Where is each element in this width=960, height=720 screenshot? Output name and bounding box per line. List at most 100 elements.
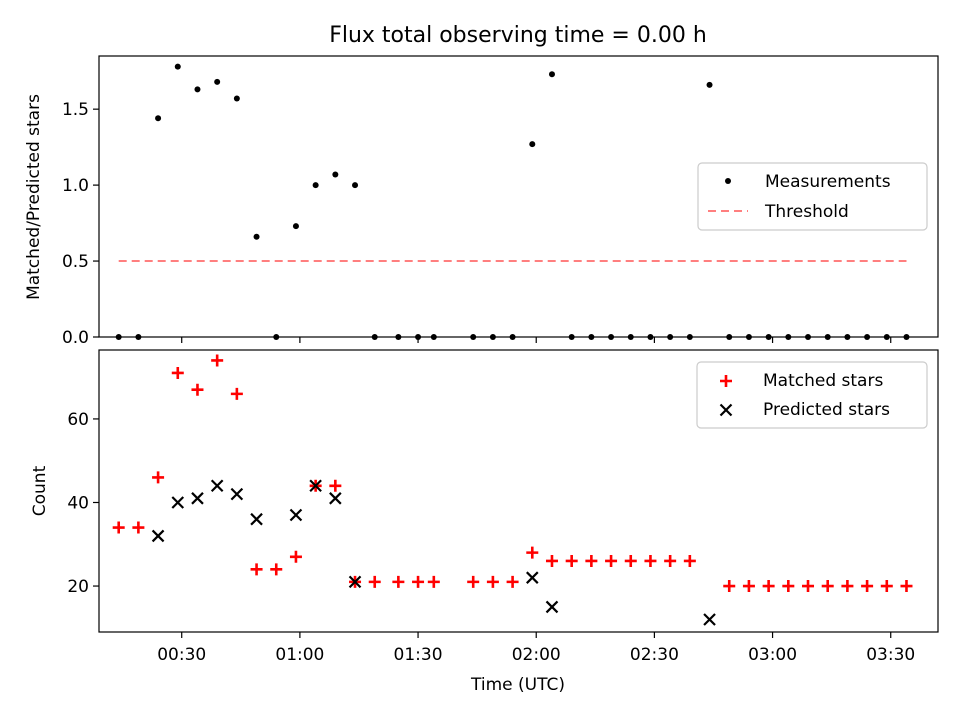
matched-star-point bbox=[132, 521, 145, 534]
ratio-y-ticks: 0.0 0.5 1.0 1.5 bbox=[62, 100, 99, 348]
count-y-axis-label: Count bbox=[30, 465, 50, 516]
x-axis-label: Time (UTC) bbox=[470, 675, 565, 695]
x-tick-label: 01:30 bbox=[394, 645, 443, 665]
matched-star-point bbox=[880, 580, 893, 593]
measurement-point bbox=[273, 334, 280, 340]
matched-star-point bbox=[900, 580, 913, 593]
measurement-point bbox=[415, 334, 422, 340]
measurement-point bbox=[745, 334, 752, 340]
matched-star-point bbox=[802, 580, 815, 593]
measurement-point bbox=[805, 334, 812, 340]
predicted-star-point bbox=[289, 508, 303, 522]
measurement-point bbox=[529, 141, 536, 148]
measurement-points bbox=[115, 63, 910, 340]
count-y-tick-label: 20 bbox=[67, 577, 89, 597]
x-tick-label: 01:00 bbox=[275, 645, 324, 665]
matched-star-point bbox=[585, 554, 598, 567]
ratio-y-tick-label: 0.5 bbox=[62, 252, 89, 272]
measurement-point bbox=[903, 334, 910, 340]
matched-star-point bbox=[841, 580, 854, 593]
legend-predicted-marker bbox=[719, 403, 733, 417]
matched-star-point bbox=[565, 554, 578, 567]
measurement-point bbox=[312, 182, 319, 189]
matched-star-point bbox=[782, 580, 795, 593]
count-legend-box bbox=[696, 361, 928, 429]
ratio-y-tick-label: 1.0 bbox=[62, 176, 89, 196]
matched-star-point bbox=[289, 550, 302, 563]
matched-star-point bbox=[742, 580, 755, 593]
measurement-point bbox=[332, 171, 339, 178]
measurement-point bbox=[233, 95, 240, 102]
measurement-point bbox=[883, 334, 890, 340]
ratio-y-axis-label: Matched/Predicted stars bbox=[24, 94, 44, 300]
matched-star-point bbox=[392, 575, 405, 588]
measurement-point bbox=[135, 334, 142, 340]
matched-star-point bbox=[427, 575, 440, 588]
matched-star-point bbox=[644, 554, 657, 567]
predicted-star-point bbox=[329, 492, 342, 505]
measurement-point bbox=[371, 334, 378, 340]
ratio-plot-frame bbox=[98, 55, 939, 338]
predicted-star-point bbox=[526, 571, 539, 584]
count-plot-frame bbox=[98, 349, 939, 633]
measurement-point bbox=[352, 182, 359, 189]
legend-measurements-marker bbox=[725, 178, 731, 184]
matched-star-point bbox=[152, 471, 165, 484]
matched-star-point bbox=[526, 546, 539, 559]
predicted-star-point bbox=[210, 479, 224, 493]
matched-star-point bbox=[250, 563, 263, 576]
matched-star-point bbox=[211, 354, 224, 367]
matched-star-point bbox=[171, 366, 184, 379]
x-tick-label: 03:00 bbox=[748, 645, 797, 665]
x-tick-label: 03:30 bbox=[866, 645, 915, 665]
ratio-panel: Matched/Predicted stars 0.0 0.5 1.0 1.5 Mea… bbox=[24, 55, 939, 348]
matched-star-point bbox=[230, 387, 243, 400]
predicted-star-point bbox=[348, 575, 362, 589]
legend-matched-plus bbox=[720, 375, 732, 387]
count-legend: Matched stars Predicted stars bbox=[696, 361, 928, 429]
matched-star-point bbox=[545, 554, 558, 567]
predicted-star-point bbox=[703, 613, 716, 626]
predicted-star-point bbox=[250, 512, 263, 526]
measurement-point bbox=[568, 334, 575, 340]
measurement-point bbox=[489, 334, 496, 340]
matched-star-point bbox=[368, 575, 381, 588]
matched-star-point bbox=[861, 580, 874, 593]
matched-star-point bbox=[112, 521, 125, 534]
matched-star-point bbox=[467, 575, 480, 588]
measurement-point bbox=[115, 334, 122, 340]
x-tick-label: 02:00 bbox=[512, 645, 561, 665]
ratio-y-tick-label: 0.0 bbox=[62, 328, 89, 348]
matched-star-point bbox=[723, 580, 736, 593]
matched-star-point bbox=[624, 554, 637, 567]
measurement-point bbox=[765, 334, 772, 340]
predicted-star-point bbox=[545, 600, 559, 614]
measurement-point bbox=[627, 334, 634, 340]
count-x-ticks: 00:30 01:00 01:30 02:00 02:30 03:00 03:30 bbox=[157, 632, 915, 665]
predicted-star-point bbox=[191, 492, 204, 505]
measurement-point bbox=[292, 223, 299, 230]
measurement-point bbox=[588, 334, 595, 340]
matched-star-point bbox=[191, 383, 204, 396]
predicted-star-point bbox=[151, 529, 165, 543]
ratio-legend: Measurements Threshold bbox=[697, 162, 928, 231]
matched-star-point bbox=[664, 554, 677, 567]
measurement-point bbox=[785, 334, 792, 340]
measurement-point bbox=[824, 334, 831, 340]
measurement-point bbox=[214, 78, 221, 85]
matched-star-point bbox=[412, 575, 425, 588]
matched-star-points bbox=[112, 354, 913, 593]
measurement-point bbox=[686, 334, 693, 340]
measurement-point bbox=[667, 334, 674, 340]
count-y-tick-label: 60 bbox=[67, 410, 89, 430]
matched-star-point bbox=[506, 575, 519, 588]
matched-star-point bbox=[683, 554, 696, 567]
count-y-tick-label: 40 bbox=[67, 493, 89, 513]
predicted-star-point bbox=[230, 487, 244, 501]
measurement-point bbox=[726, 334, 733, 340]
chart-title: Flux total observing time = 0.00 h bbox=[329, 23, 707, 48]
ratio-legend-box bbox=[697, 162, 928, 231]
ratio-y-tick-label: 1.5 bbox=[62, 100, 89, 120]
